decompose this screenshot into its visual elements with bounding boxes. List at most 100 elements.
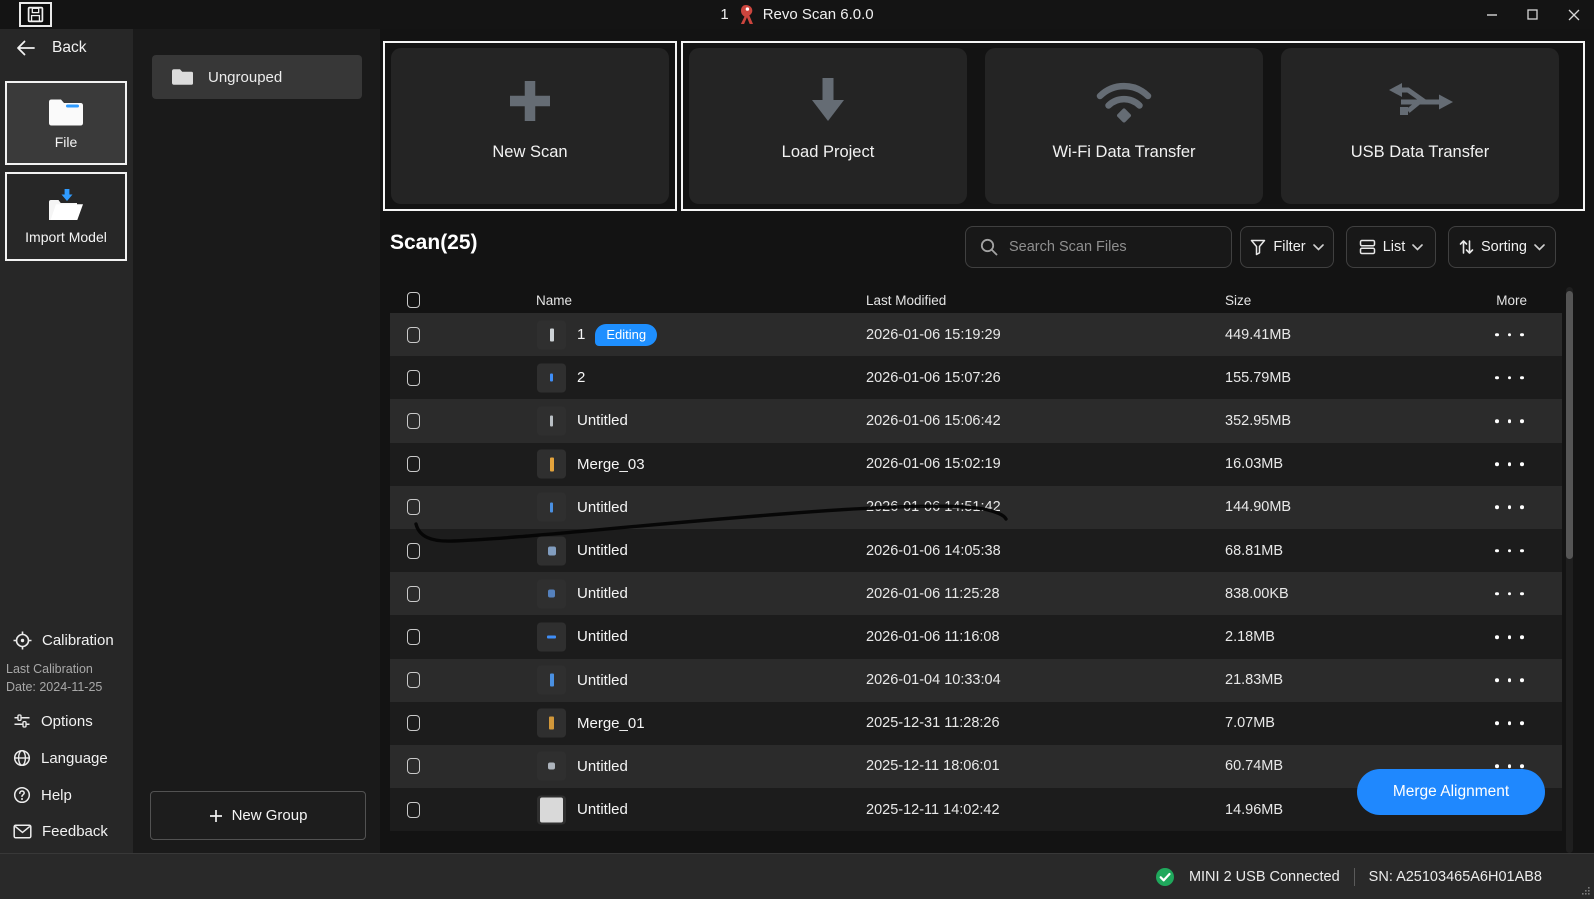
- serial-number-text: SN: A25103465A6H01AB8: [1368, 868, 1542, 885]
- scan-thumbnail: [537, 795, 566, 825]
- filter-button[interactable]: Filter: [1240, 226, 1334, 268]
- row-more-button[interactable]: [1495, 332, 1524, 337]
- folder-import-icon: [46, 188, 86, 222]
- scan-size: 2.18MB: [1225, 628, 1275, 645]
- row-checkbox[interactable]: [407, 456, 420, 473]
- row-more-button[interactable]: [1495, 635, 1524, 639]
- row-checkbox[interactable]: [407, 628, 420, 645]
- sidebar-item-calibration[interactable]: Calibration: [13, 631, 114, 650]
- search-input[interactable]: [1007, 238, 1211, 256]
- row-checkbox[interactable]: [407, 542, 420, 559]
- row-more-button[interactable]: [1495, 764, 1524, 769]
- vertical-scrollbar[interactable]: [1566, 287, 1573, 853]
- filter-label: Filter: [1273, 239, 1306, 255]
- row-checkbox[interactable]: [407, 715, 420, 732]
- header-last-modified[interactable]: Last Modified: [866, 292, 947, 308]
- row-checkbox[interactable]: [407, 801, 420, 818]
- usb-transfer-card[interactable]: USB Data Transfer: [1281, 48, 1559, 204]
- close-button[interactable]: [1553, 0, 1594, 29]
- view-mode-button[interactable]: List: [1346, 226, 1436, 268]
- sidebar-item-language[interactable]: Language: [13, 749, 108, 767]
- scan-modified-date: 2025-12-11 14:02:42: [866, 801, 1000, 818]
- resize-grip[interactable]: [1580, 885, 1591, 896]
- options-icon: [13, 712, 31, 730]
- new-group-button[interactable]: New Group: [150, 791, 366, 840]
- row-checkbox[interactable]: [407, 326, 420, 343]
- table-row[interactable]: Untitled 2026-01-06 11:25:28 838.00KB: [390, 572, 1562, 616]
- row-more-button[interactable]: [1495, 548, 1524, 553]
- wifi-transfer-card[interactable]: Wi-Fi Data Transfer: [985, 48, 1263, 204]
- row-more-button[interactable]: [1495, 721, 1524, 726]
- row-more-button[interactable]: [1495, 419, 1524, 423]
- scrollbar-thumb[interactable]: [1566, 291, 1573, 559]
- row-more-button[interactable]: [1495, 505, 1524, 510]
- row-checkbox[interactable]: [407, 412, 420, 429]
- table-row[interactable]: Merge_01 2025-12-31 11:28:26 7.07MB: [390, 701, 1562, 745]
- scan-modified-date: 2026-01-06 15:06:42: [866, 412, 1001, 429]
- table-row[interactable]: Untitled 2026-01-06 14:51:42 144.90MB: [390, 485, 1562, 529]
- row-checkbox[interactable]: [407, 369, 420, 386]
- group-item-ungrouped[interactable]: Ungrouped: [152, 55, 362, 99]
- scan-thumbnail: [537, 363, 566, 393]
- scan-size: 68.81MB: [1225, 542, 1284, 559]
- sidebar-item-options[interactable]: Options: [13, 712, 93, 730]
- sidebar-item-file[interactable]: File: [5, 81, 127, 165]
- sidebar-item-help[interactable]: Help: [13, 786, 72, 804]
- sort-arrows-icon: [1459, 239, 1474, 255]
- scan-thumbnail: [537, 751, 566, 781]
- select-all-checkbox[interactable]: [407, 292, 420, 308]
- sidebar-item-feedback[interactable]: Feedback: [13, 823, 108, 840]
- new-scan-label: New Scan: [492, 143, 568, 161]
- scan-thumbnail: [537, 665, 566, 695]
- row-more-button[interactable]: [1495, 375, 1524, 380]
- back-button[interactable]: Back: [16, 39, 86, 57]
- status-divider: [1353, 867, 1355, 886]
- load-project-card[interactable]: Load Project: [689, 48, 967, 204]
- row-checkbox[interactable]: [407, 585, 420, 602]
- table-row[interactable]: Untitled 2026-01-04 10:33:04 21.83MB: [390, 658, 1562, 702]
- app-title: Revo Scan 6.0.0: [762, 6, 874, 23]
- table-row[interactable]: 1 Editing 2026-01-06 15:19:29 449.41MB: [390, 313, 1562, 357]
- row-more-button[interactable]: [1495, 591, 1524, 596]
- minimize-button[interactable]: [1471, 0, 1512, 29]
- connected-check-icon: [1155, 867, 1175, 887]
- new-group-label: New Group: [231, 807, 308, 824]
- table-row[interactable]: 2 2026-01-06 15:07:26 155.79MB: [390, 356, 1562, 400]
- help-icon: [13, 786, 31, 804]
- table-row[interactable]: Untitled 2026-01-06 11:16:08 2.18MB: [390, 615, 1562, 659]
- row-checkbox[interactable]: [407, 499, 420, 516]
- save-project-button[interactable]: [19, 2, 52, 27]
- scan-modified-date: 2026-01-04 10:33:04: [866, 672, 1001, 689]
- scan-name: Untitled: [577, 671, 628, 689]
- sidebar: Back File Import Model: [0, 29, 133, 853]
- header-size[interactable]: Size: [1225, 292, 1252, 308]
- header-name[interactable]: Name: [536, 292, 573, 308]
- search-icon: [980, 238, 998, 256]
- table-row[interactable]: Untitled 2025-12-11 18:06:01 60.74MB: [390, 744, 1562, 789]
- table-row[interactable]: Untitled 2026-01-06 15:06:42 352.95MB: [390, 399, 1562, 443]
- device-status-text: MINI 2 USB Connected: [1188, 868, 1340, 885]
- calibration-icon: [13, 631, 32, 650]
- card-group-frame: Load Project Wi-Fi Data Transfer: [681, 41, 1585, 211]
- row-more-button[interactable]: [1495, 462, 1524, 466]
- scan-modified-date: 2026-01-06 14:05:38: [866, 542, 1001, 559]
- table-row[interactable]: Untitled 2026-01-06 14:05:38 68.81MB: [390, 528, 1562, 573]
- merge-alignment-button[interactable]: Merge Alignment: [1357, 769, 1545, 815]
- scan-name: Untitled: [577, 757, 628, 775]
- row-checkbox[interactable]: [407, 672, 420, 689]
- sorting-button[interactable]: Sorting: [1448, 226, 1556, 268]
- window-controls: [1471, 0, 1594, 29]
- statusbar: MINI 2 USB Connected SN: A25103465A6H01A…: [0, 853, 1594, 899]
- scan-name: Merge_03: [577, 455, 645, 473]
- file-label: File: [54, 133, 78, 150]
- scan-size: 155.79MB: [1225, 369, 1292, 386]
- header-more: More: [1496, 292, 1527, 308]
- scan-size: 144.90MB: [1225, 499, 1292, 516]
- new-scan-card[interactable]: New Scan: [391, 48, 669, 204]
- row-more-button[interactable]: [1495, 678, 1524, 682]
- table-row[interactable]: Merge_03 2026-01-06 15:02:19 16.03MB: [390, 442, 1562, 486]
- sidebar-item-import-model[interactable]: Import Model: [5, 172, 127, 261]
- row-checkbox[interactable]: [407, 758, 420, 775]
- maximize-button[interactable]: [1512, 0, 1553, 29]
- floppy-icon: [27, 6, 44, 23]
